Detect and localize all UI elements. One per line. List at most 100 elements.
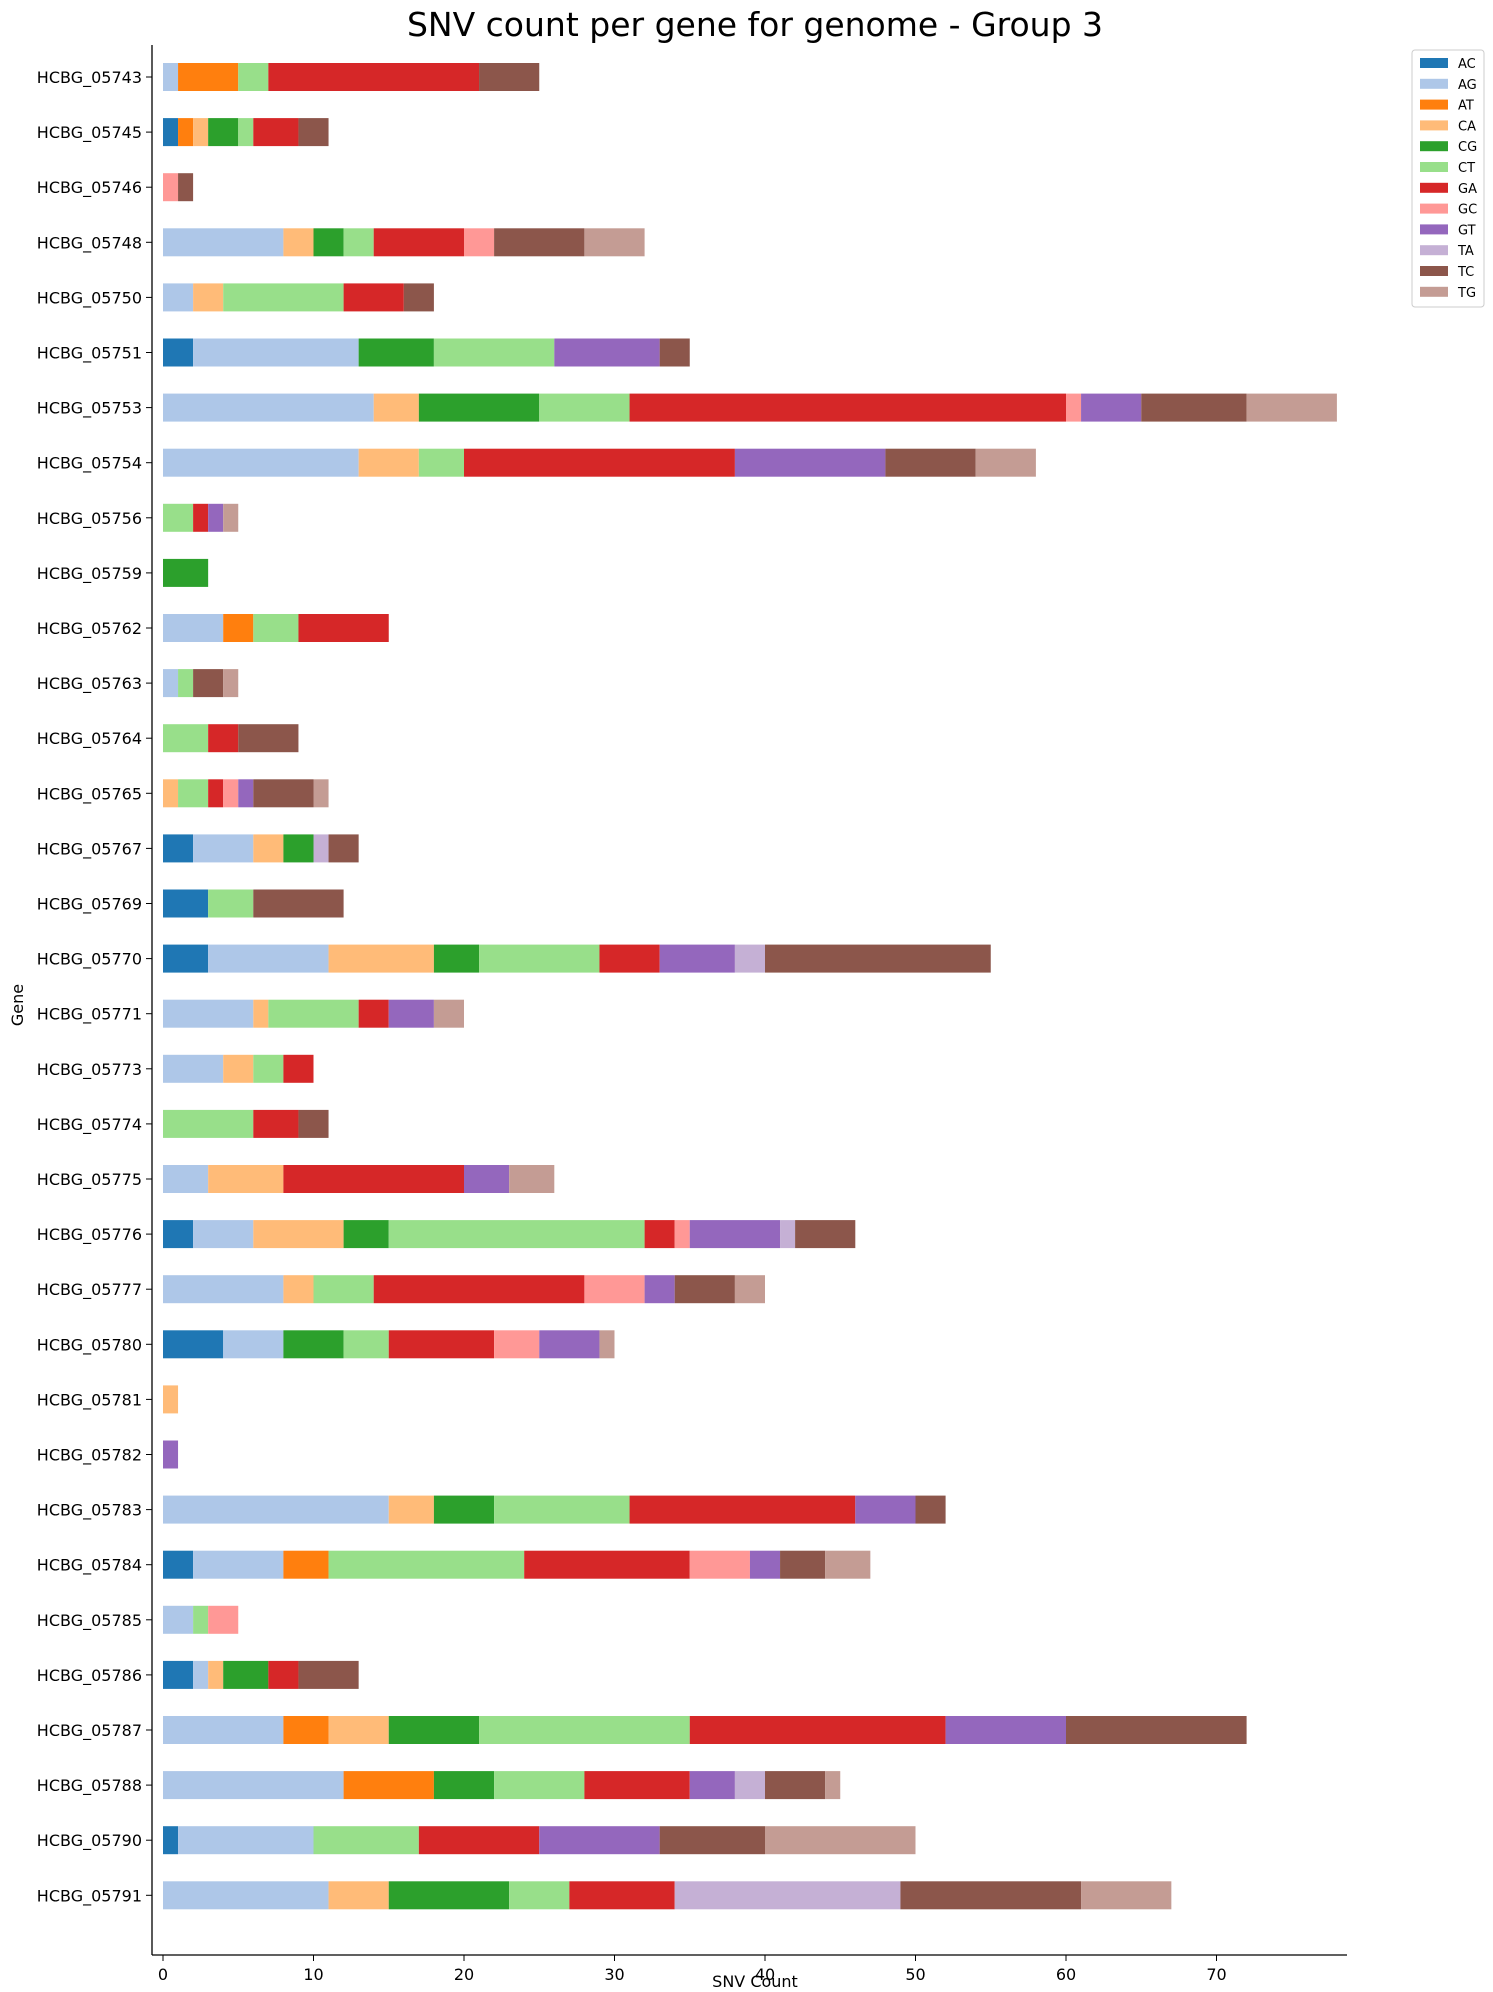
bar-segment-HCBG_05767-TA	[313, 834, 329, 863]
bar-segment-HCBG_05771-GT	[388, 999, 434, 1028]
bar-segment-HCBG_05770-GA	[599, 944, 660, 973]
bar-segment-HCBG_05770-CG	[433, 944, 480, 973]
legend-swatch-GA	[1420, 182, 1448, 193]
y-tick-label: HCBG_05743	[37, 68, 142, 88]
bar-segment-HCBG_05750-AG	[163, 283, 194, 312]
y-tick-label: HCBG_05763	[37, 674, 142, 694]
bar-segment-HCBG_05770-TC	[765, 944, 991, 973]
bar-segment-HCBG_05787-CT	[479, 1716, 690, 1744]
bar-segment-HCBG_05790-GT	[539, 1826, 660, 1855]
bar-segment-HCBG_05770-CA	[328, 944, 434, 973]
bar-segment-HCBG_05784-AC	[163, 1550, 194, 1579]
bar-segment-HCBG_05769-CT	[208, 889, 254, 918]
bar-segment-HCBG_05751-CT	[433, 338, 555, 367]
bar-segment-HCBG_05780-CT	[343, 1330, 389, 1359]
bar-segment-HCBG_05770-CT	[479, 944, 600, 973]
bar-segment-HCBG_05748-AG	[163, 228, 284, 257]
y-tick-label: HCBG_05781	[37, 1390, 142, 1410]
bar-segment-HCBG_05765-CA	[163, 779, 179, 808]
bar-segment-HCBG_05791-TC	[900, 1881, 1082, 1910]
bar-segment-HCBG_05776-GA	[644, 1220, 675, 1249]
y-tick-label: HCBG_05775	[37, 1170, 142, 1190]
legend-swatch-GT	[1420, 224, 1448, 235]
bar-segment-HCBG_05787-CA	[328, 1716, 389, 1744]
bar-segment-HCBG_05786-TC	[298, 1660, 359, 1689]
y-tick-label: HCBG_05765	[37, 784, 142, 804]
y-tick-label: HCBG_05750	[37, 288, 142, 308]
bar-segment-HCBG_05762-AT	[223, 614, 254, 642]
bar-segment-HCBG_05765-GT	[238, 779, 254, 808]
bar-segment-HCBG_05763-TG	[223, 669, 239, 698]
bar-segment-HCBG_05756-CT	[163, 503, 194, 532]
x-axis-ticks: 0 10 20 30 40 50 60 70	[158, 1955, 1227, 1984]
bar-segment-HCBG_05791-TA	[674, 1881, 901, 1910]
bar-segment-HCBG_05781-CA	[163, 1385, 179, 1414]
bar-segment-HCBG_05777-TC	[674, 1275, 735, 1304]
bar-segment-HCBG_05748-GA	[373, 228, 464, 257]
bar-segment-HCBG_05770-AC	[163, 944, 209, 973]
bar-segment-HCBG_05754-CA	[358, 448, 419, 477]
bar-segment-HCBG_05773-CT	[253, 1054, 284, 1083]
bar-segment-HCBG_05776-CT	[388, 1220, 645, 1249]
bar-segment-HCBG_05774-GA	[253, 1109, 299, 1138]
legend-label-TG: TG	[1457, 286, 1476, 301]
legend-label-AC: AC	[1458, 57, 1476, 72]
bar-segment-HCBG_05787-AG	[163, 1716, 284, 1744]
bar-segment-HCBG_05787-GT	[945, 1716, 1066, 1744]
bar-segment-HCBG_05764-CT	[163, 724, 209, 753]
bar-segment-HCBG_05767-CA	[253, 834, 284, 863]
bar-segment-HCBG_05745-CG	[208, 118, 239, 147]
bar-segment-HCBG_05791-CA	[328, 1881, 389, 1910]
bar-segment-HCBG_05751-CG	[358, 338, 434, 367]
bar-segment-HCBG_05786-AG	[193, 1660, 209, 1689]
bar-segment-HCBG_05769-AC	[163, 889, 209, 918]
bar-segment-HCBG_05756-GA	[193, 503, 209, 532]
bars-group	[163, 63, 1337, 1910]
bar-segment-HCBG_05765-TG	[313, 779, 329, 808]
bar-segment-HCBG_05782-GT	[163, 1440, 179, 1469]
bar-segment-HCBG_05788-CG	[433, 1771, 495, 1800]
y-tick-label: HCBG_05746	[37, 178, 142, 198]
bar-segment-HCBG_05759-CG	[163, 558, 209, 587]
legend-swatch-TA	[1420, 245, 1448, 256]
bar-segment-HCBG_05780-CG	[283, 1330, 344, 1359]
y-tick-label: HCBG_05764	[37, 729, 142, 749]
bar-segment-HCBG_05773-AG	[163, 1054, 224, 1083]
x-tick-label: 60	[1056, 1965, 1076, 1984]
bar-segment-HCBG_05784-GC	[689, 1550, 750, 1579]
bar-segment-HCBG_05743-CT	[238, 63, 269, 91]
bar-segment-HCBG_05767-CG	[283, 834, 314, 863]
legend-swatch-TG	[1420, 286, 1448, 297]
y-axis-ticks: HCBG_05743 HCBG_05745 HCBG_05746 HCBG_05748…	[37, 68, 152, 1906]
y-tick-label: HCBG_05791	[37, 1886, 142, 1906]
bar-segment-HCBG_05753-TC	[1141, 393, 1247, 422]
bar-segment-HCBG_05767-AG	[193, 834, 254, 863]
bar-segment-HCBG_05788-GA	[584, 1771, 690, 1800]
bar-segment-HCBG_05791-AG	[163, 1881, 329, 1910]
bar-segment-HCBG_05776-TC	[795, 1220, 856, 1249]
bar-segment-HCBG_05773-GA	[283, 1054, 314, 1083]
legend-swatch-CA	[1420, 120, 1448, 131]
bar-segment-HCBG_05780-GT	[539, 1330, 600, 1359]
legend-swatch-AT	[1420, 99, 1448, 110]
bar-segment-HCBG_05770-AG	[208, 944, 329, 973]
bar-segment-HCBG_05743-GA	[268, 63, 480, 91]
bar-segment-HCBG_05751-GT	[554, 338, 660, 367]
bar-segment-HCBG_05785-CT	[193, 1605, 209, 1634]
bar-segment-HCBG_05754-TG	[975, 448, 1036, 477]
bar-segment-HCBG_05784-AT	[283, 1550, 329, 1579]
x-tick-label: 50	[905, 1965, 925, 1984]
y-tick-label: HCBG_05754	[37, 454, 142, 474]
x-tick-label: 30	[604, 1965, 624, 1984]
bar-segment-HCBG_05790-TG	[765, 1826, 916, 1855]
y-tick-label: HCBG_05786	[37, 1666, 142, 1686]
bar-segment-HCBG_05763-CT	[178, 669, 194, 698]
bar-segment-HCBG_05787-AT	[283, 1716, 329, 1744]
bar-segment-HCBG_05788-GT	[689, 1771, 735, 1800]
bar-segment-HCBG_05788-CT	[494, 1771, 585, 1800]
bar-segment-HCBG_05777-CT	[313, 1275, 374, 1304]
bar-segment-HCBG_05750-GA	[343, 283, 404, 312]
bar-segment-HCBG_05743-AG	[163, 63, 179, 91]
y-tick-label: HCBG_05773	[37, 1060, 142, 1080]
bar-segment-HCBG_05791-TG	[1081, 1881, 1172, 1910]
